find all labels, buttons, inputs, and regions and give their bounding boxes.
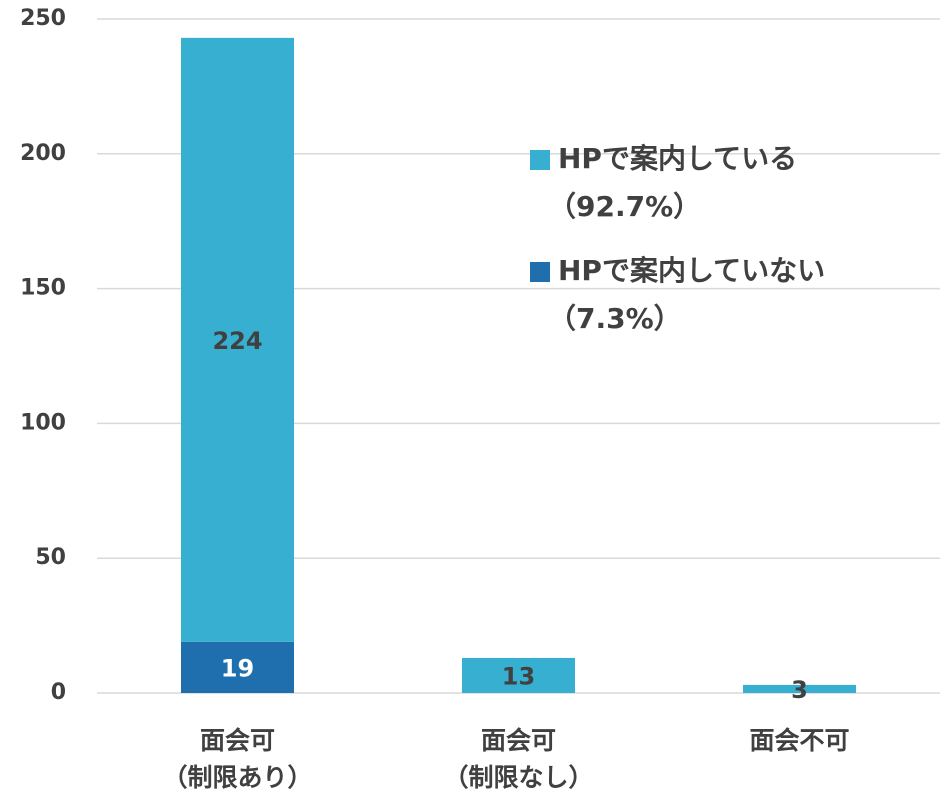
bar-segment	[462, 657, 575, 693]
x-tick-label: 面会不可	[749, 726, 849, 755]
y-tick-label: 100	[20, 410, 66, 435]
data-label: 224	[212, 327, 262, 355]
legend-label: HPで案内している	[558, 142, 797, 175]
legend-swatch	[530, 262, 550, 282]
y-tick-label: 50	[35, 545, 66, 570]
x-tick-label: 面会可	[200, 726, 275, 755]
y-tick-label: 200	[20, 141, 66, 166]
x-tick-label: （制限なし）	[443, 763, 593, 792]
data-label: 19	[221, 654, 254, 682]
legend-swatch	[530, 150, 550, 170]
legend-label: HPで案内していない	[558, 254, 825, 287]
y-tick-label: 250	[20, 6, 66, 31]
data-label: 3	[791, 676, 808, 704]
x-tick-label: 面会可	[481, 726, 556, 755]
bar-segment	[181, 641, 294, 693]
y-tick-label: 150	[20, 276, 66, 301]
legend-label: （7.3%）	[548, 302, 682, 335]
y-tick-label: 0	[51, 680, 66, 705]
bar-segment	[181, 37, 294, 642]
legend-label: （92.7%）	[548, 190, 701, 223]
data-label: 13	[502, 662, 535, 690]
x-tick-label: （制限あり）	[162, 763, 312, 792]
bar-segment	[743, 684, 856, 693]
